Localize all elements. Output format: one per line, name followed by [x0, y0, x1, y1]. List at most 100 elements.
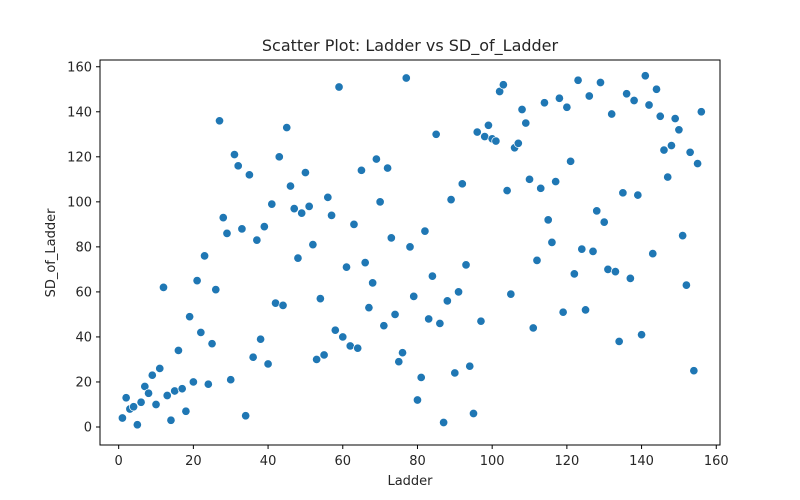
data-point	[457, 179, 467, 189]
data-point	[543, 215, 553, 225]
data-point	[166, 415, 176, 425]
data-point	[158, 282, 169, 292]
data-point	[435, 318, 445, 328]
data-point	[442, 296, 452, 306]
y-tick-label: 140	[67, 105, 92, 120]
plot-area	[99, 59, 721, 446]
data-point	[203, 379, 213, 389]
data-point	[670, 113, 680, 124]
data-point	[588, 246, 598, 256]
data-point	[270, 298, 281, 308]
data-point	[693, 159, 703, 169]
data-point	[155, 363, 165, 374]
data-point	[618, 188, 628, 198]
x-tick-label: 0	[115, 454, 123, 469]
data-point	[244, 170, 254, 180]
data-point	[226, 375, 236, 385]
data-point	[207, 339, 217, 349]
data-point	[218, 213, 228, 223]
data-point	[539, 98, 550, 108]
data-point	[383, 163, 393, 173]
data-point	[603, 264, 613, 274]
x-tick-label: 20	[185, 454, 202, 469]
y-tick-label: 0	[84, 420, 92, 435]
x-tick-label: 160	[704, 454, 729, 469]
x-tick-label: 100	[480, 454, 505, 469]
data-point	[233, 161, 243, 171]
data-point	[696, 107, 706, 117]
data-point	[517, 104, 527, 115]
data-point	[648, 249, 658, 259]
data-point	[390, 309, 400, 319]
data-point	[502, 186, 512, 196]
data-point	[476, 316, 486, 326]
data-point	[300, 168, 310, 178]
chart-title: Scatter Plot: Ladder vs SD_of_Ladder	[262, 36, 559, 56]
data-point	[285, 181, 296, 191]
y-tick-label: 40	[75, 330, 92, 345]
data-point	[513, 138, 523, 148]
data-point	[379, 321, 389, 331]
data-point	[562, 102, 572, 112]
data-point	[297, 208, 307, 218]
data-point	[558, 307, 568, 317]
data-point	[319, 350, 329, 360]
data-point	[229, 150, 240, 160]
x-tick-label: 120	[554, 454, 579, 469]
data-point	[267, 199, 277, 209]
data-point	[446, 195, 456, 205]
data-point	[211, 285, 221, 295]
data-point	[416, 372, 426, 383]
data-point	[278, 300, 288, 310]
data-point	[566, 156, 576, 166]
data-point	[573, 75, 583, 85]
data-point	[584, 91, 594, 101]
data-point	[506, 289, 516, 299]
data-point	[521, 118, 531, 128]
data-point	[640, 71, 650, 81]
data-point	[397, 348, 408, 358]
data-point	[177, 384, 187, 394]
data-point	[491, 136, 501, 146]
data-point	[528, 323, 538, 333]
data-point	[132, 420, 142, 430]
data-point	[259, 222, 269, 232]
data-point	[368, 278, 378, 288]
data-point	[431, 129, 441, 139]
data-point	[256, 334, 266, 344]
data-point	[315, 294, 325, 304]
data-point	[524, 174, 535, 184]
y-tick-label: 100	[67, 195, 92, 210]
data-point	[117, 413, 127, 423]
data-point	[136, 397, 146, 407]
data-point	[439, 417, 449, 428]
data-point	[644, 100, 654, 110]
data-point	[405, 242, 415, 252]
data-point	[580, 305, 591, 315]
data-point	[625, 273, 635, 283]
data-point	[237, 224, 247, 234]
data-point	[308, 240, 318, 250]
plot-frame	[99, 59, 721, 446]
data-point	[689, 366, 699, 376]
data-point	[192, 276, 202, 286]
data-points	[117, 71, 706, 430]
data-point	[263, 359, 273, 369]
data-point	[547, 237, 557, 247]
data-point	[483, 120, 493, 130]
data-point	[170, 386, 180, 396]
data-point	[289, 204, 299, 214]
x-tick-label: 40	[260, 454, 277, 469]
data-point	[248, 352, 258, 362]
data-point	[330, 325, 340, 335]
data-point	[371, 154, 381, 164]
data-point	[412, 395, 423, 405]
data-point	[282, 122, 292, 133]
y-tick-label: 60	[75, 285, 92, 300]
x-tick-label: 80	[409, 454, 426, 469]
data-point	[274, 152, 284, 162]
y-tick-label: 160	[67, 60, 92, 75]
data-point	[554, 93, 564, 103]
data-point	[569, 269, 579, 279]
